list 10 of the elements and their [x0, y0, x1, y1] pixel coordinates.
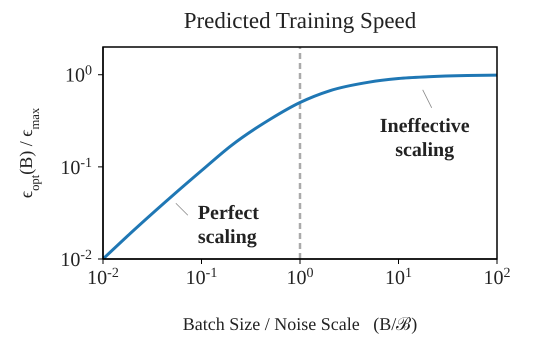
y-tick-label: 10$^{-1}$ [60, 155, 92, 179]
annotation: Perfect scaling [198, 202, 260, 248]
x-tick-label: 10$^{0}$ [286, 266, 314, 289]
annotation: Ineffective scaling [380, 114, 470, 161]
x-axis-title: Batch Size / Noise Scale (B/ℬ) [182, 314, 418, 334]
chart-title: Predicted Training Speed [182, 8, 418, 34]
y-tick-label: 10$^{0}$ [65, 63, 92, 87]
x-tick-label: 10$^{-1}$ [186, 266, 218, 289]
x-tick-label: 10$^{1}$ [385, 266, 412, 289]
x-tick-label: 10$^{2}$ [484, 266, 510, 289]
